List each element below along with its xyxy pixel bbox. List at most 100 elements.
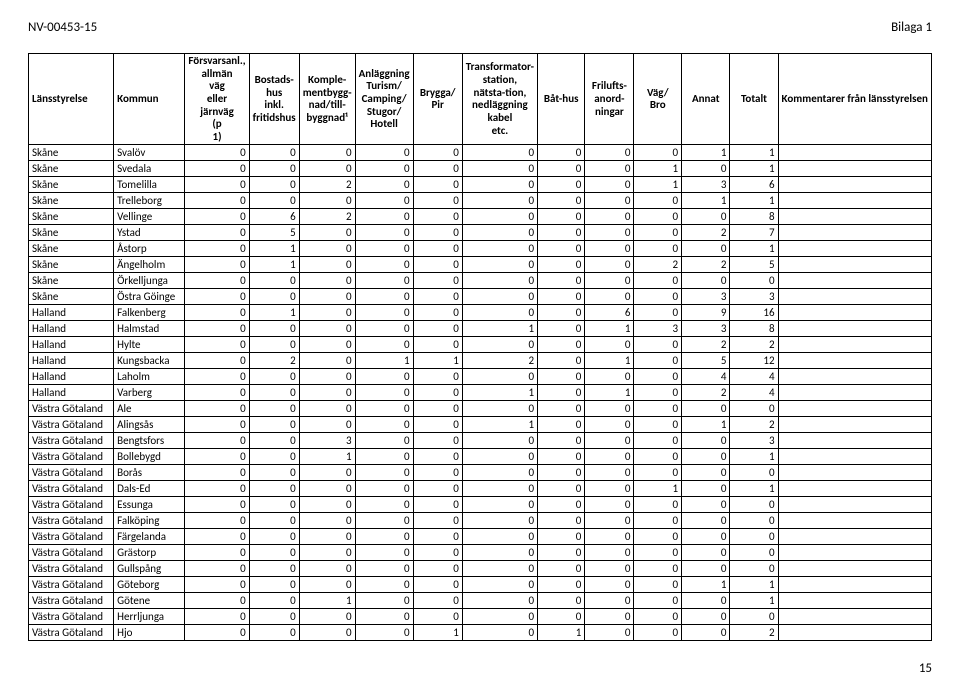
number-cell: 0 [462, 449, 537, 465]
number-cell: 1 [730, 577, 778, 593]
number-cell: 0 [585, 337, 634, 353]
text-cell: Falköping [114, 513, 185, 529]
number-cell: 0 [585, 145, 634, 161]
column-header: Båt-hus [538, 54, 585, 145]
text-cell: Västra Götaland [29, 449, 114, 465]
text-cell: Västra Götaland [29, 609, 114, 625]
table-body: SkåneSvalöv00000000011SkåneSvedala000000… [29, 145, 932, 641]
number-cell: 0 [730, 465, 778, 481]
number-cell: 8 [730, 209, 778, 225]
table-row: SkåneÖrkelljunga00000000000 [29, 273, 932, 289]
number-cell: 0 [249, 561, 299, 577]
number-cell: 1 [730, 241, 778, 257]
number-cell: 0 [185, 481, 249, 497]
comment-cell [778, 369, 931, 385]
number-cell: 3 [730, 433, 778, 449]
number-cell: 0 [299, 337, 355, 353]
number-cell: 0 [413, 561, 462, 577]
number-cell: 0 [355, 161, 413, 177]
number-cell: 2 [299, 209, 355, 225]
number-cell: 0 [538, 241, 585, 257]
number-cell: 0 [185, 497, 249, 513]
text-cell: Essunga [114, 497, 185, 513]
number-cell: 0 [585, 241, 634, 257]
number-cell: 0 [185, 353, 249, 369]
number-cell: 2 [299, 177, 355, 193]
number-cell: 0 [634, 561, 682, 577]
number-cell: 0 [538, 385, 585, 401]
number-cell: 0 [249, 417, 299, 433]
table-row: Västra GötalandFalköping00000000000 [29, 513, 932, 529]
number-cell: 0 [413, 529, 462, 545]
number-cell: 0 [249, 481, 299, 497]
table-row: SkåneÖstra Göinge00000000033 [29, 289, 932, 305]
number-cell: 0 [413, 385, 462, 401]
number-cell: 0 [249, 177, 299, 193]
number-cell: 5 [682, 353, 730, 369]
text-cell: Hjo [114, 625, 185, 641]
number-cell: 0 [462, 193, 537, 209]
number-cell: 1 [730, 481, 778, 497]
number-cell: 0 [462, 481, 537, 497]
number-cell: 0 [355, 561, 413, 577]
column-header: Kommentarer från länsstyrelsen [778, 54, 931, 145]
number-cell: 2 [249, 353, 299, 369]
text-cell: Västra Götaland [29, 433, 114, 449]
text-cell: Skåne [29, 289, 114, 305]
comment-cell [778, 241, 931, 257]
number-cell: 1 [413, 625, 462, 641]
number-cell: 0 [185, 177, 249, 193]
number-cell: 0 [538, 305, 585, 321]
comment-cell [778, 513, 931, 529]
comment-cell [778, 177, 931, 193]
number-cell: 0 [634, 593, 682, 609]
table-row: SkåneSvedala00000000101 [29, 161, 932, 177]
number-cell: 0 [634, 577, 682, 593]
number-cell: 0 [634, 289, 682, 305]
number-cell: 1 [634, 481, 682, 497]
comment-cell [778, 449, 931, 465]
number-cell: 0 [185, 609, 249, 625]
number-cell: 0 [634, 385, 682, 401]
number-cell: 0 [413, 305, 462, 321]
number-cell: 0 [538, 369, 585, 385]
table-row: SkåneVellinge06200000008 [29, 209, 932, 225]
table-row: Västra GötalandAlingsås00000100012 [29, 417, 932, 433]
number-cell: 0 [634, 305, 682, 321]
number-cell: 0 [585, 209, 634, 225]
number-cell: 0 [299, 545, 355, 561]
text-cell: Grästorp [114, 545, 185, 561]
number-cell: 0 [185, 465, 249, 481]
number-cell: 0 [682, 241, 730, 257]
comment-cell [778, 337, 931, 353]
number-cell: 0 [634, 193, 682, 209]
number-cell: 0 [299, 225, 355, 241]
text-cell: Hylte [114, 337, 185, 353]
number-cell: 0 [355, 241, 413, 257]
number-cell: 1 [634, 177, 682, 193]
number-cell: 0 [355, 625, 413, 641]
number-cell: 0 [462, 609, 537, 625]
number-cell: 0 [585, 513, 634, 529]
number-cell: 0 [538, 161, 585, 177]
number-cell: 0 [730, 401, 778, 417]
comment-cell [778, 257, 931, 273]
comment-cell [778, 465, 931, 481]
table-row: Västra GötalandGötene00100000001 [29, 593, 932, 609]
number-cell: 0 [249, 161, 299, 177]
number-cell: 0 [249, 337, 299, 353]
number-cell: 2 [682, 385, 730, 401]
number-cell: 1 [730, 193, 778, 209]
number-cell: 0 [462, 209, 537, 225]
number-cell: 0 [355, 273, 413, 289]
number-cell: 1 [585, 321, 634, 337]
number-cell: 1 [585, 353, 634, 369]
number-cell: 2 [730, 625, 778, 641]
number-cell: 0 [462, 369, 537, 385]
number-cell: 1 [682, 193, 730, 209]
number-cell: 0 [185, 321, 249, 337]
number-cell: 0 [538, 497, 585, 513]
number-cell: 0 [355, 577, 413, 593]
number-cell: 0 [634, 369, 682, 385]
table-row: HallandKungsbacka020112010512 [29, 353, 932, 369]
